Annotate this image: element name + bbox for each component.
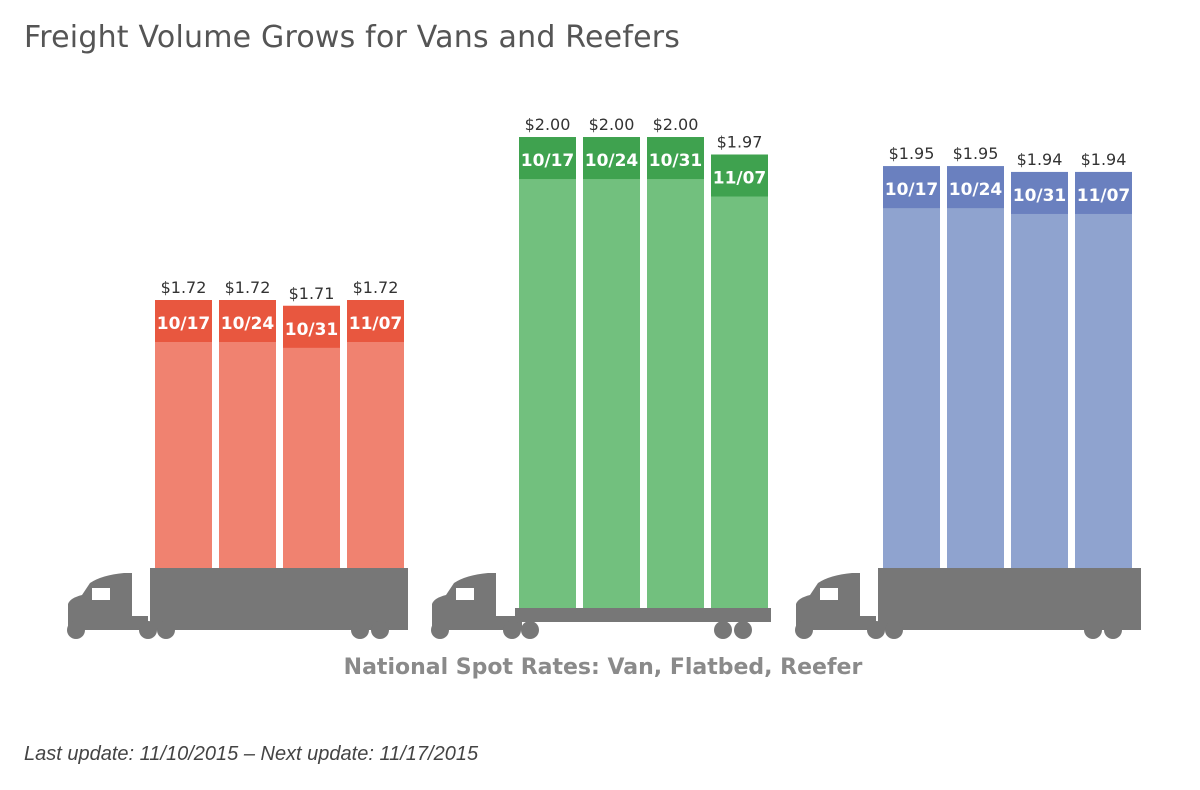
bar-header (219, 300, 276, 342)
bar-header (883, 166, 940, 209)
flatbed-truck-icon (431, 573, 771, 639)
wheel (67, 621, 85, 639)
bar-header (583, 137, 640, 180)
bar-van-10/17 (155, 300, 212, 568)
wheel (734, 621, 752, 639)
bar-header (155, 300, 212, 342)
truck-group-van: 10/17 $1.72 10/24 $1.72 10/31 $1.71 11/07 $1.72 (67, 278, 408, 639)
value-label: $2.00 (525, 115, 571, 134)
bar-flatbed-10/24 (583, 137, 640, 609)
wheel (351, 621, 369, 639)
wheel (157, 621, 175, 639)
wheel (139, 621, 157, 639)
date-label: 10/17 (521, 151, 575, 171)
bar-flatbed-10/31 (647, 137, 704, 609)
bar-header (347, 300, 404, 342)
reefer-truck-icon (795, 568, 1141, 639)
value-label: $1.72 (353, 278, 399, 297)
date-label: 10/31 (1013, 186, 1067, 206)
bar-van-10/31 (283, 305, 340, 568)
trailer (878, 568, 1141, 630)
wheel (521, 621, 539, 639)
value-label: $1.94 (1081, 150, 1127, 169)
bar-reefer-10/31 (1011, 171, 1068, 568)
chart-caption: National Spot Rates: Van, Flatbed, Reefe… (343, 655, 863, 680)
flatbed-trailer (515, 608, 771, 622)
wheel (503, 621, 521, 639)
cab-window (92, 588, 110, 600)
value-label: $1.72 (161, 278, 207, 297)
wheel (431, 621, 449, 639)
truck-cab (796, 573, 876, 630)
truck-group-reefer: 10/17 $1.95 10/24 $1.95 10/31 $1.94 11/07 $1.94 (795, 144, 1141, 639)
value-label: $1.94 (1017, 150, 1063, 169)
cab-window (456, 588, 474, 600)
value-label: $1.71 (289, 284, 335, 303)
bar-header (519, 137, 576, 180)
bar-header (283, 305, 340, 348)
value-label: $2.00 (589, 115, 635, 134)
date-label: 10/24 (585, 151, 639, 171)
bar-van-11/07 (347, 300, 404, 568)
wheel (867, 621, 885, 639)
date-label: 10/17 (885, 180, 939, 200)
date-label: 11/07 (1077, 186, 1131, 206)
date-label: 10/24 (949, 180, 1003, 200)
wheel (1084, 621, 1102, 639)
bar-header (647, 137, 704, 180)
trailer (150, 568, 408, 630)
wheel (371, 621, 389, 639)
chart-title: Freight Volume Grows for Vans and Reefer… (24, 20, 681, 55)
bar-reefer-10/24 (947, 166, 1004, 568)
wheel (1104, 621, 1122, 639)
bar-header (947, 166, 1004, 209)
wheel (885, 621, 903, 639)
bar-reefer-10/17 (883, 166, 940, 568)
wheel (795, 621, 813, 639)
date-label: 11/07 (713, 169, 767, 189)
bar-header (711, 154, 768, 197)
bar-header (1011, 171, 1068, 214)
update-footer: Last update: 11/10/2015 – Next update: 1… (24, 743, 479, 765)
date-label: 10/24 (221, 314, 275, 334)
bar-reefer-11/07 (1075, 171, 1132, 568)
value-label: $1.95 (889, 144, 935, 163)
value-label: $1.72 (225, 278, 271, 297)
truck-cab (432, 573, 512, 630)
date-label: 10/17 (157, 314, 211, 334)
value-label: $1.95 (953, 144, 999, 163)
bar-flatbed-11/07 (711, 154, 768, 608)
truck-cab (68, 573, 148, 630)
value-label: $2.00 (653, 115, 699, 134)
date-label: 10/31 (285, 320, 339, 340)
cab-window (820, 588, 838, 600)
bar-flatbed-10/17 (519, 137, 576, 609)
date-label: 10/31 (649, 151, 703, 171)
wheel (714, 621, 732, 639)
date-label: 11/07 (349, 314, 403, 334)
bar-van-10/24 (219, 300, 276, 568)
bar-header (1075, 171, 1132, 214)
truck-group-flatbed: 10/17 $2.00 10/24 $2.00 10/31 $2.00 11/07 $1.97 (431, 115, 771, 639)
van-truck-icon (67, 568, 408, 639)
value-label: $1.97 (717, 133, 763, 152)
